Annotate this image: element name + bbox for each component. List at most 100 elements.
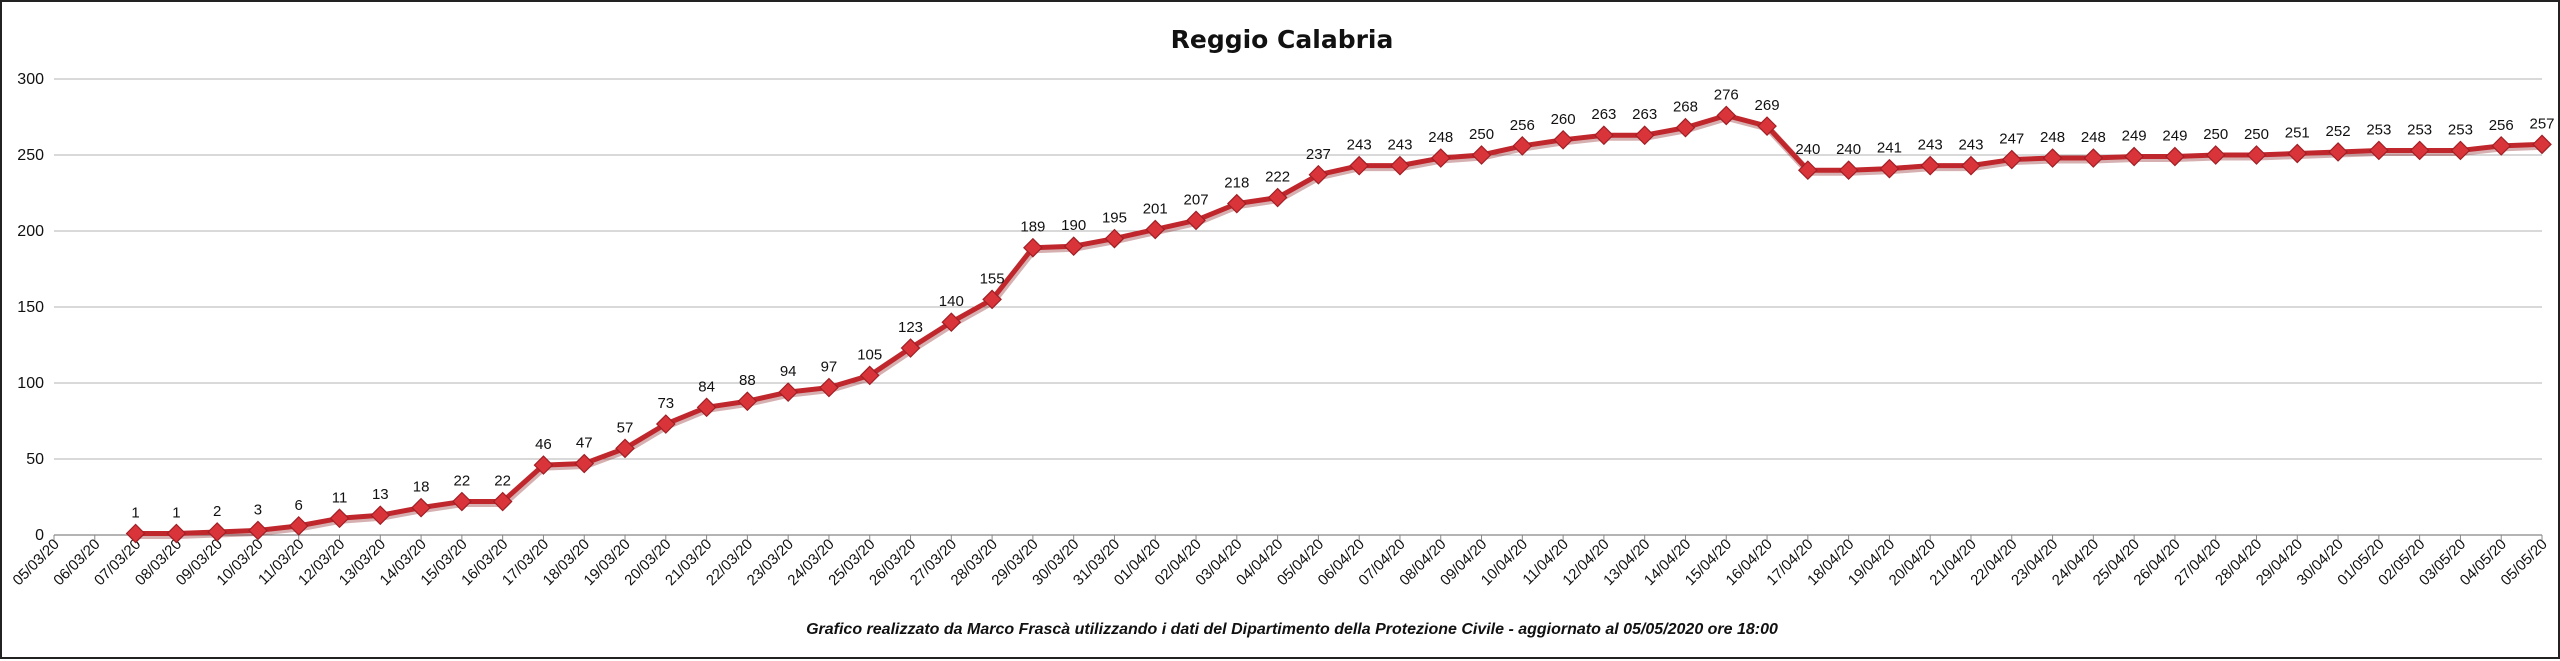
chart-title: Reggio Calabria [1171, 25, 1394, 54]
data-point-marker [2491, 136, 2512, 156]
data-label: 243 [1918, 137, 1943, 154]
y-tick-label: 200 [17, 223, 44, 240]
data-point-marker [329, 508, 350, 529]
data-label: 13 [372, 486, 389, 503]
data-point-marker [2001, 149, 2022, 170]
data-label: 207 [1184, 191, 1209, 208]
data-point-marker [2165, 146, 2185, 167]
data-label: 140 [939, 293, 964, 310]
data-point-marker [1838, 160, 1859, 181]
data-point-marker [2532, 134, 2552, 155]
data-point-marker [1390, 155, 1410, 176]
data-point-marker [1430, 148, 1451, 168]
data-label: 105 [857, 346, 882, 363]
data-label: 22 [454, 473, 471, 490]
y-tick-label: 250 [17, 147, 44, 164]
data-label: 84 [698, 378, 715, 395]
data-point-marker [207, 522, 227, 542]
data-label: 97 [821, 359, 838, 376]
data-point-marker [1226, 193, 1247, 214]
data-label: 123 [898, 319, 923, 336]
data-label: 260 [1551, 111, 1576, 128]
data-label: 256 [1510, 117, 1535, 134]
data-point-marker [1961, 155, 1981, 176]
data-point-marker [1186, 210, 1206, 231]
data-point-marker [1553, 129, 1573, 150]
data-point-marker [2083, 148, 2104, 168]
data-label: 250 [2244, 126, 2269, 143]
data-label: 201 [1143, 200, 1168, 217]
data-label: 1 [172, 504, 180, 521]
data-point-marker [492, 491, 513, 512]
data-label: 263 [1632, 106, 1657, 123]
y-tick-label: 150 [17, 299, 44, 316]
data-point-marker [859, 365, 880, 386]
data-point-marker [1308, 164, 1329, 185]
data-point-marker [1512, 136, 1533, 156]
data-point-marker [2287, 143, 2308, 164]
data-label: 155 [980, 270, 1005, 287]
data-label: 253 [2448, 121, 2473, 138]
data-label: 249 [2122, 128, 2147, 145]
data-point-marker [1675, 117, 1696, 138]
data-point-marker [615, 438, 635, 459]
data-label: 252 [2326, 123, 2351, 140]
data-label: 73 [657, 395, 674, 412]
data-point-marker [2042, 148, 2063, 168]
data-label: 240 [1795, 141, 1820, 158]
chart-caption: Grafico realizzato da Marco Frascà utili… [806, 621, 1778, 638]
data-point-marker [1879, 158, 1900, 179]
data-point-marker [248, 520, 268, 541]
data-point-marker [2246, 145, 2267, 165]
data-label: 243 [1387, 137, 1412, 154]
data-label: 250 [2203, 126, 2228, 143]
data-label: 195 [1102, 210, 1127, 227]
data-label: 249 [2162, 128, 2187, 145]
data-label: 3 [254, 501, 262, 518]
data-label: 94 [780, 363, 797, 380]
data-point-marker [1023, 237, 1043, 258]
data-point-marker [1716, 105, 1737, 126]
data-point-marker [1349, 155, 1370, 176]
data-point-marker [288, 516, 309, 536]
data-point-marker [1267, 187, 1288, 208]
data-point-marker [125, 523, 146, 544]
data-point-marker [166, 523, 187, 544]
data-point-marker [696, 397, 717, 418]
data-label: 88 [739, 372, 756, 389]
data-label: 57 [617, 419, 634, 436]
data-point-marker [1104, 228, 1125, 249]
data-label: 218 [1224, 175, 1249, 192]
data-point-marker [533, 455, 554, 475]
data-point-marker [1594, 125, 1614, 146]
data-label: 241 [1877, 140, 1902, 157]
data-point-marker [1757, 116, 1777, 136]
data-point-marker [2409, 140, 2430, 161]
data-label: 248 [2040, 129, 2065, 146]
data-label: 256 [2489, 117, 2514, 134]
series-line-path [135, 112, 2543, 536]
data-point-marker [819, 377, 839, 398]
data-point-marker [1634, 125, 1655, 146]
data-label: 248 [1428, 129, 1453, 146]
data-label: 253 [2407, 121, 2432, 138]
data-point-marker [2369, 140, 2389, 161]
data-label: 251 [2285, 124, 2310, 141]
data-point-marker [1145, 219, 1166, 240]
data-label: 2 [213, 503, 221, 520]
data-label: 243 [1958, 137, 1983, 154]
data-label: 240 [1836, 141, 1861, 158]
data-label: 250 [1469, 126, 1494, 143]
data-label: 237 [1306, 146, 1331, 163]
data-point-marker [1471, 145, 1492, 165]
data-point-marker [2205, 145, 2226, 165]
y-tick-label: 100 [17, 375, 44, 392]
x-axis-ticks: 05/03/2006/03/2007/03/2008/03/2009/03/20… [10, 535, 2551, 589]
data-point-marker [411, 497, 431, 518]
y-tick-label: 0 [35, 527, 44, 544]
data-point-marker [655, 414, 676, 434]
data-label: 253 [2366, 121, 2391, 138]
